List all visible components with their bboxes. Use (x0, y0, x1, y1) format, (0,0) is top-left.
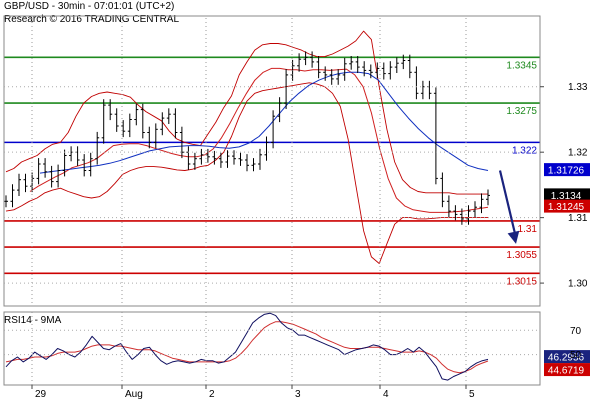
price-panel-frame (3, 15, 541, 307)
level-label: 1.3345 (506, 60, 537, 71)
price-badge (544, 188, 590, 202)
price-badge-label: 1.31726 (548, 166, 585, 177)
x-tick-label: Aug (125, 389, 143, 400)
price-badge (544, 199, 590, 213)
forecast-arrow-shaft (498, 170, 518, 239)
x-tick-label: 4 (383, 389, 389, 400)
price-badge-label: 1.3134 (551, 191, 582, 202)
bollinger-lower-line (5, 82, 488, 264)
y-tick-label: 1.30 (568, 279, 588, 290)
ma-blue-line (39, 71, 489, 174)
rsi-badge (544, 363, 590, 377)
y-tick-label: 1.33 (568, 82, 588, 93)
forecast-arrow-head (507, 230, 520, 244)
level-label: 1.3055 (506, 250, 537, 261)
ma-red-line (29, 67, 489, 213)
x-tick-label: 5 (469, 389, 475, 400)
rsi-y-tick-label: 50 (570, 350, 582, 361)
rsi-panel-frame (3, 311, 541, 386)
x-tick-label: 3 (295, 389, 301, 400)
copyright-line: Research © 2016 TRADING CENTRAL (4, 14, 180, 25)
price-panel: 1.3345 1.3275 1.322 1.31 1.3055 1.3015 1.31726… (4, 30, 590, 287)
level-label: 1.322 (512, 145, 537, 156)
rsi-title: RSI14 - 9MA (4, 315, 62, 326)
rsi-badge-label: 44.6719 (548, 366, 585, 377)
rsi-badge (544, 350, 590, 364)
axis-layer: 29 Aug 2 3 4 5 1.33 1.32 1.31 1.30 70 50 (3, 15, 588, 400)
level-label: 1.3015 (506, 276, 537, 287)
rsi-line (5, 312, 489, 381)
x-tick-label: 29 (35, 389, 47, 400)
y-tick-label: 1.32 (568, 148, 588, 159)
rsi-ma-line (5, 321, 489, 374)
rsi-panel: RSI14 - 9MA 46.2956 44.6719 (4, 312, 590, 381)
bollinger-upper-line (5, 30, 488, 195)
price-badge-label: 1.31245 (548, 202, 585, 213)
rsi-badge-label: 46.2956 (548, 353, 585, 364)
x-tick-label: 2 (209, 389, 215, 400)
chart-title: GBP/USD - 30min - 07:01:01 (UTC+2) (4, 1, 175, 12)
price-badge (544, 163, 590, 177)
y-tick-label: 1.31 (568, 213, 588, 224)
level-label: 1.3275 (506, 106, 537, 117)
rsi-y-tick-label: 70 (570, 326, 582, 337)
level-label: 1.31 (518, 224, 538, 235)
